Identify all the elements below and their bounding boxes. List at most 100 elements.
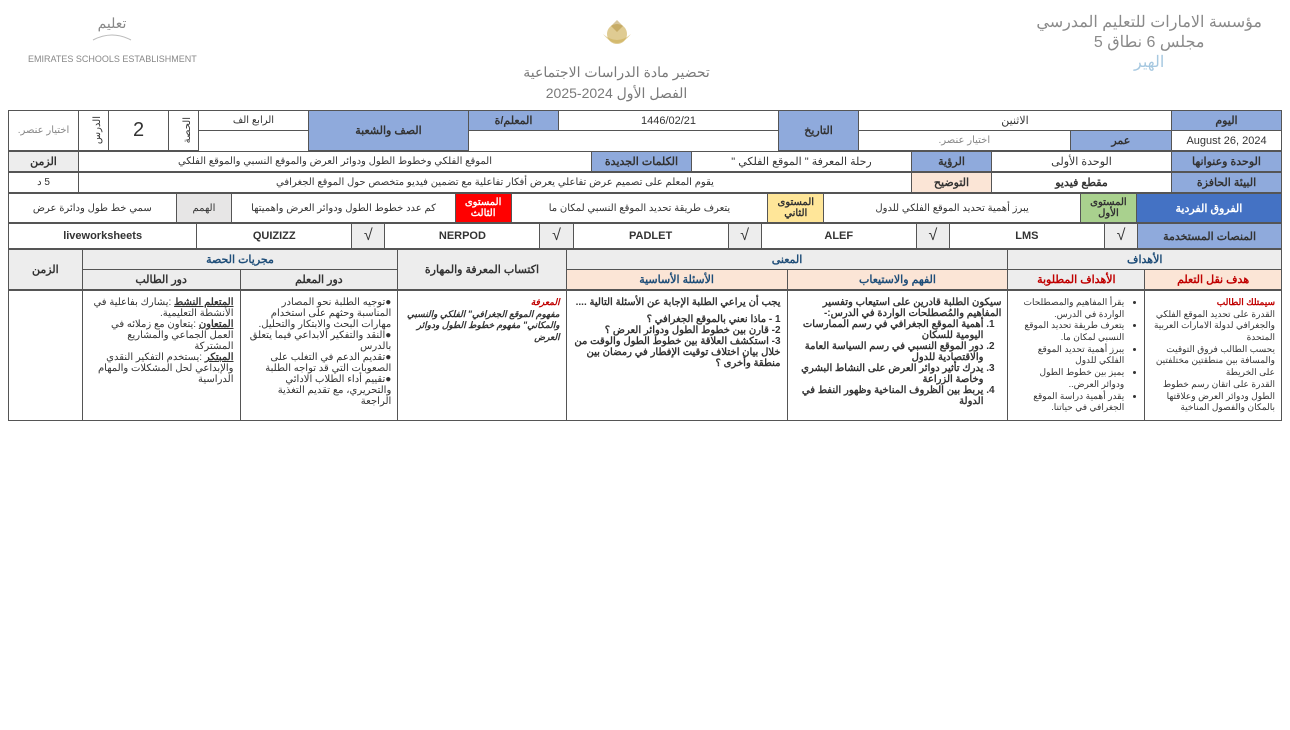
org-name: مؤسسة الامارات للتعليم المدرسي xyxy=(1036,12,1262,32)
vision-value: رحلة المعرفة " الموقع الفلكي " xyxy=(692,152,912,172)
platforms-row: المنصات المستخدمة √ LMS √ ALEF √ PADLET … xyxy=(8,223,1282,249)
clarify-label: التوضيح xyxy=(912,173,992,193)
student-role-label-1: المتعاون xyxy=(199,319,234,330)
diff-label: الفروق الفردية xyxy=(1136,194,1281,223)
grade-picker[interactable]: اختيار عنصر. xyxy=(859,131,1071,151)
platform-name-4: QUIZIZZ xyxy=(197,224,352,249)
req-goal-2: يبرز أهمية تحديد الموقع الفلكي للدول xyxy=(1014,344,1124,367)
essential-q-0: ماذا نعني بالموقع الجغرافي ؟ xyxy=(647,314,766,325)
platform-check-1: √ xyxy=(916,224,949,249)
understanding-cell: سيكون الطلبة قادرين على استيعاب وتفسير ا… xyxy=(787,291,1008,421)
date-hijri: 1446/02/21 xyxy=(559,111,779,131)
teacher-role-cell: ●توجيه الطلبة نحو المصادر المناسبة وحثهم… xyxy=(240,291,398,421)
duration-value: 5 د xyxy=(9,173,79,193)
teacher-role-2: تقديم الدعم في التغلب على الصعوبات التي … xyxy=(265,352,391,374)
content-body: سيمتلك الطالب القدرة على تحديد الموقع ال… xyxy=(8,290,1282,421)
school-name: الهير xyxy=(1036,52,1262,72)
level3-label: المستوى الثالث xyxy=(455,194,511,223)
lesson-no-label: الحصة xyxy=(182,117,193,143)
svg-text:تعليم: تعليم xyxy=(98,15,127,32)
essential-q-1: قارن بين خطوط الطول ودوائر العرض ؟ xyxy=(605,325,769,336)
vision-label: الرؤية xyxy=(912,152,992,172)
transfer-goal-lead: سيمتلك الطالب xyxy=(1151,297,1275,309)
env-label: البيئة الحافزة xyxy=(1172,173,1282,193)
req-goal-1: يتعرف طريقة تحديد الموقع النسبي لمكان ما… xyxy=(1014,320,1124,343)
transfer-goal-cell: سيمتلك الطالب القدرة على تحديد الموقع ال… xyxy=(1145,291,1282,421)
lesson-flow-header: مجريات الحصة xyxy=(82,250,398,270)
platform-name-1: ALEF xyxy=(761,224,916,249)
concern-text: سمي خط طول ودائرة عرض xyxy=(9,194,177,223)
level1-label: المستوى الأول xyxy=(1081,194,1137,223)
transfer-goal-line-0: القدرة على تحديد الموقع الفلكي والجغرافي… xyxy=(1151,309,1275,344)
teacher-role-3: تقييم أداء الطلاب الادائي والتحريري، مع … xyxy=(278,374,392,407)
platform-check-0: √ xyxy=(1104,224,1137,249)
day-value: الاثنين xyxy=(859,111,1172,131)
essential-q-header: الأسئلة الأساسية xyxy=(566,270,787,290)
teacher-value: عمر xyxy=(1070,131,1171,151)
acquire-label: المعرفة xyxy=(404,297,559,309)
level2-label: المستوى الثاني xyxy=(768,194,824,223)
understanding-item-2: يدرك تأثير دوائر العرض على النشاط البشري… xyxy=(794,363,984,385)
grade-value: الرابع الف xyxy=(199,111,309,131)
date-label: التاريخ xyxy=(779,111,859,151)
header-logo-block: تعليم EMIRATES SCHOOLS ESTABLISHMENT xyxy=(28,12,197,66)
session-picker[interactable]: اختيار عنصر. xyxy=(9,111,79,151)
platform-name-2: PADLET xyxy=(573,224,728,249)
student-role-cell: المتعلم النشط :يشارك بفاعلية في الأنشطة … xyxy=(82,291,240,421)
establishment-name: EMIRATES SCHOOLS ESTABLISHMENT xyxy=(28,54,197,66)
transfer-goal-header: هدف نقل التعلم xyxy=(1145,270,1282,290)
date-greg: August 26, 2024 xyxy=(1172,131,1282,151)
student-role-label-2: المبتكر xyxy=(205,352,234,363)
transfer-goal-line-2: القدرة على اتقان رسم خطوط الطول ودوائر ا… xyxy=(1151,379,1275,414)
teacher-label: المعلم/ة xyxy=(469,111,559,131)
semester-title: الفصل الأول 2024-2025 xyxy=(546,85,688,102)
time-label: الزمن xyxy=(9,152,79,172)
differentiation-row: الفروق الفردية المستوى الأول يبرز أهمية … xyxy=(8,193,1282,223)
session-label: الدرس xyxy=(92,116,103,144)
essential-q-intro: يجب أن يراعي الطلبة الإجابة عن الأسئلة ا… xyxy=(573,297,781,308)
teacher-role-0: توجيه الطلبة نحو المصادر المناسبة وحثهم … xyxy=(258,297,391,330)
establishment-logo-icon: تعليم xyxy=(85,12,139,52)
acquire-body: مفهوم الموقع الجغرافي" الفلكي والنسبي وا… xyxy=(404,309,559,344)
understanding-item-3: يربط بين الظروف المناخية وظهور النفط في … xyxy=(794,385,984,407)
student-role-header: دور الطالب xyxy=(82,270,240,290)
understanding-intro: سيكون الطلبة قادرين على استيعاب وتفسير ا… xyxy=(794,297,1002,319)
platforms-label: المنصات المستخدمة xyxy=(1138,224,1282,249)
student-role-label-0: المتعلم النشط xyxy=(174,297,233,308)
level1-text: يبرز أهمية تحديد الموقع الفلكي للدول xyxy=(824,194,1081,223)
time-cell xyxy=(9,291,83,421)
env-value: مقطع فيديو xyxy=(992,173,1172,193)
info-row-3: البيئة الحافزة مقطع فيديو التوضيح يقوم ا… xyxy=(8,172,1282,193)
goals-header: الأهداف xyxy=(1008,250,1282,270)
lesson-no-col: الحصة xyxy=(169,111,199,151)
essential-q-2: استكشف العلاقة بين خطوط الطول والوقت من … xyxy=(574,336,780,369)
page-header: مؤسسة الامارات للتعليم المدرسي مجلس 6 نط… xyxy=(8,8,1282,106)
header-subject-block: تحضير مادة الدراسات الاجتماعية الفصل الأ… xyxy=(523,12,710,102)
subject-title: تحضير مادة الدراسات الاجتماعية xyxy=(523,64,710,81)
unit-value: الوحدة الأولى xyxy=(992,152,1172,172)
session-col: الدرس xyxy=(79,111,109,151)
acquire-cell: المعرفة مفهوم الموقع الجغرافي" الفلكي وا… xyxy=(398,291,566,421)
platform-check-3: √ xyxy=(540,224,573,249)
req-goal-4: يقدر أهمية دراسة الموقع الجغرافي في حيات… xyxy=(1014,391,1124,414)
unit-label: الوحدة وعنوانها xyxy=(1172,152,1282,172)
req-goal-0: يقرأ المفاهيم والمصطلحات الواردة في الدر… xyxy=(1014,297,1124,320)
platform-check-4: √ xyxy=(352,224,385,249)
keywords-label: الكلمات الجديدة xyxy=(592,152,692,172)
day-label: اليوم xyxy=(1172,111,1282,131)
lesson-number: 2 xyxy=(109,111,169,151)
council-name: مجلس 6 نطاق 5 xyxy=(1036,32,1262,52)
level2-text: يتعرف طريقة تحديد الموقع النسبي لمكان ما xyxy=(511,194,768,223)
req-goal-3: يميز بين خطوط الطول ودوائر العرض.. xyxy=(1014,367,1124,390)
req-goals-header: الأهداف المطلوبة xyxy=(1008,270,1145,290)
concern-label: الهمم xyxy=(176,194,232,223)
time-header: الزمن xyxy=(9,250,83,290)
teacher-role-1: النقد والتفكير الابداعي فيما يتعلق بالدر… xyxy=(250,330,392,352)
info-row-2: الوحدة وعنوانها الوحدة الأولى الرؤية رحل… xyxy=(8,151,1282,172)
platform-name-5: liveworksheets xyxy=(9,224,197,249)
header-org-block: مؤسسة الامارات للتعليم المدرسي مجلس 6 نط… xyxy=(1036,12,1262,72)
lesson-plan-page: مؤسسة الامارات للتعليم المدرسي مجلس 6 نط… xyxy=(8,8,1282,421)
teacher-role-header: دور المعلم xyxy=(240,270,398,290)
essential-q-cell: يجب أن يراعي الطلبة الإجابة عن الأسئلة ا… xyxy=(566,291,787,421)
grade-label: الصف والشعبة xyxy=(309,111,469,151)
